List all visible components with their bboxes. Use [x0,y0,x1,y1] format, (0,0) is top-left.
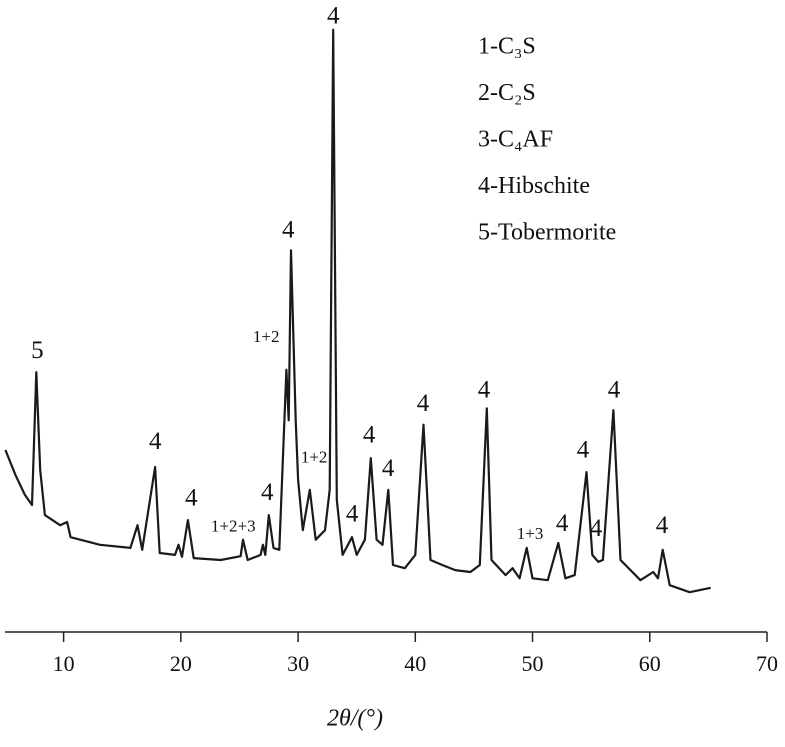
x-axis-label: 2θ/(°) [327,706,383,732]
peak-label: 4 [261,479,274,506]
x-tick-label: 50 [522,651,544,676]
peak-label: 4 [656,512,669,539]
x-tick-label: 70 [756,651,778,676]
x-tick-label: 40 [404,651,426,676]
peak-label: 4 [185,485,198,512]
peak-label: 4 [556,510,569,537]
x-tick-label: 10 [53,651,75,676]
legend-entry: 1-C₃S [478,34,536,60]
peak-label: 4 [363,421,376,448]
peak-label: 1+2 [253,327,280,346]
peak-label: 4 [382,455,395,482]
peak-label: 4 [577,437,590,464]
x-tick-label: 30 [287,651,309,676]
peak-label: 4 [417,390,430,417]
peak-label: 4 [346,500,359,527]
legend-entry: 4-Hibschite [478,173,590,199]
peak-label: 1+3 [517,524,544,543]
peak-label: 4 [327,2,340,29]
peak-label: 4 [590,515,603,542]
peak-label: 4 [608,377,621,404]
peak-label: 1+2+3 [211,517,256,536]
x-tick-label: 60 [639,651,661,676]
peak-label: 4 [149,428,162,455]
xrd-line [4,28,711,594]
peak-label: 5 [31,337,44,364]
legend-entry: 3-C₄AF [478,127,553,153]
peak-label: 1+2 [301,448,328,467]
legend-entry: 2-C₂S [478,80,536,106]
legend-entry: 5-Tobermorite [478,220,616,246]
x-tick-label: 20 [170,651,192,676]
peak-label: 4 [478,377,491,404]
peak-label: 4 [282,217,295,244]
